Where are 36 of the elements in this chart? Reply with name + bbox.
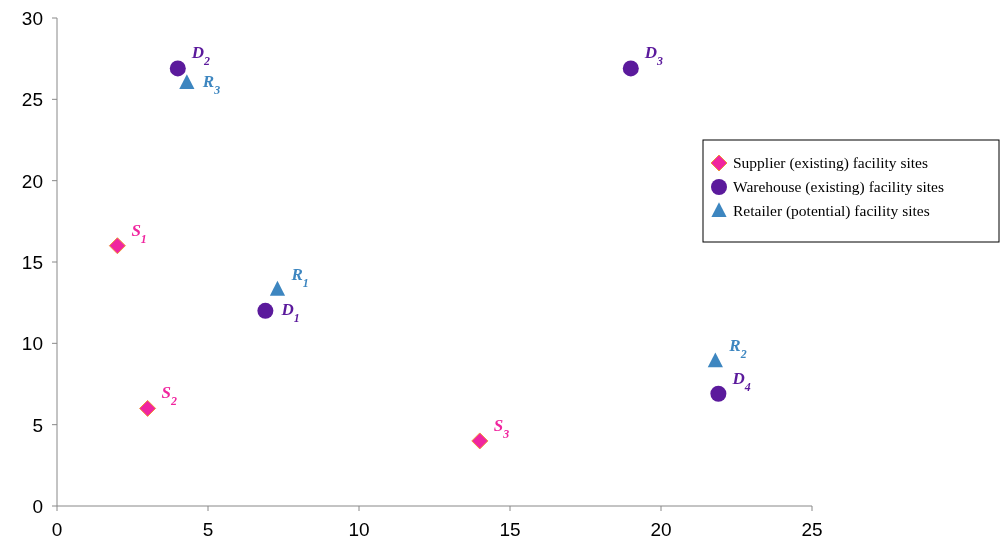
legend-label: Warehouse (existing) facility sites (733, 178, 944, 196)
annotation: R$_{3}$ (201, 72, 221, 98)
point (471, 432, 489, 450)
annotation: D$_{2}$ (190, 43, 211, 69)
point (169, 60, 186, 77)
legend-label: Retailer (potential) facility sites (733, 202, 930, 220)
annotation: S$_{2}$ (161, 383, 178, 409)
x-tick-label: 20 (650, 519, 672, 540)
point (622, 60, 639, 77)
annotation: S$_{1}$ (131, 220, 147, 246)
point (139, 399, 157, 417)
y-tick-label: 10 (21, 333, 43, 355)
x-tick-label: 10 (348, 519, 370, 540)
point (269, 280, 286, 296)
y-tick-label: 25 (21, 89, 43, 111)
y-tick-label: 0 (32, 496, 43, 517)
annotation: R$_{2}$ (728, 336, 747, 362)
annotation: D$_{3}$ (643, 43, 664, 69)
y-tick-label: 20 (21, 170, 43, 192)
annotation: R$_{1}$ (290, 264, 309, 290)
point (108, 237, 126, 255)
annotation: D$_{1}$ (280, 299, 300, 325)
annotation: S$_{3}$ (493, 415, 510, 441)
legend-label: Supplier (existing) facility sites (733, 154, 929, 172)
y-tick-label: 5 (32, 414, 43, 436)
y-tick-label: 30 (21, 8, 43, 29)
annotation: D$_{4}$ (731, 368, 751, 394)
x-tick-label: 25 (801, 519, 823, 540)
point (179, 74, 195, 90)
x-tick-label: 0 (51, 519, 63, 540)
point (257, 302, 274, 319)
x-tick-label: 15 (499, 519, 521, 540)
y-tick-label: 15 (21, 252, 43, 273)
point (707, 352, 723, 368)
x-tick-label: 5 (202, 519, 214, 540)
point (710, 385, 727, 402)
